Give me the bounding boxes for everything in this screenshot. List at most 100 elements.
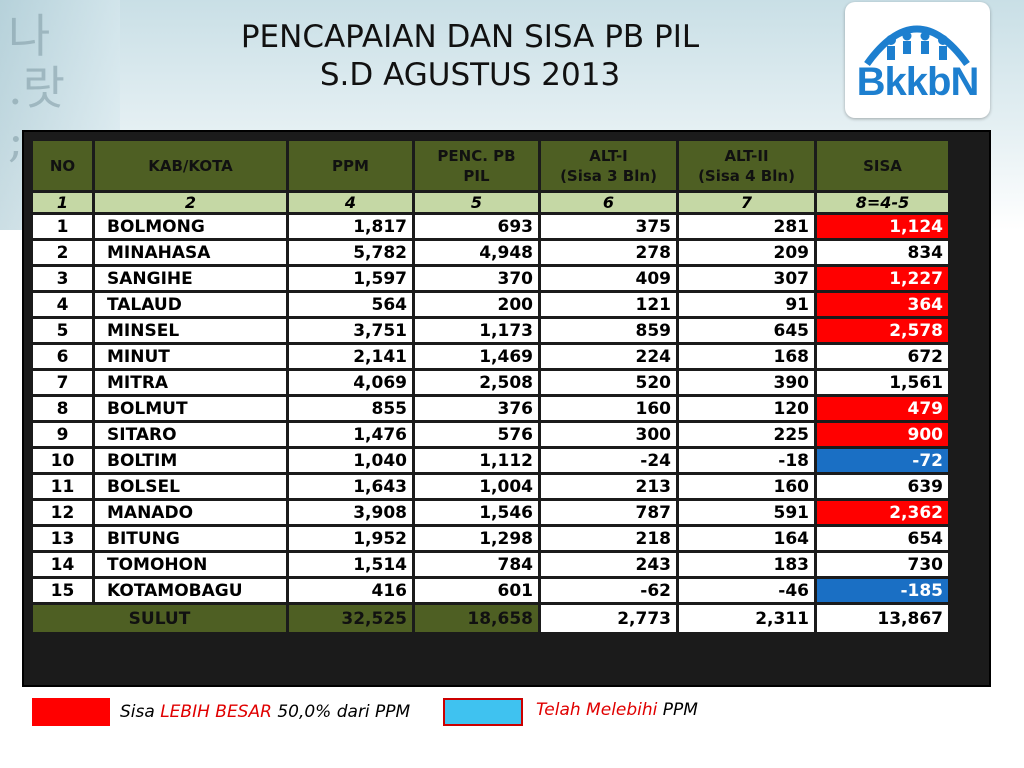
row-alt-2: 91 [676, 290, 817, 319]
row-ppm: 1,040 [286, 446, 415, 475]
row-number: 3 [30, 264, 95, 293]
row-ppm: 2,141 [286, 342, 415, 371]
table-row: 7 MITRA 4,069 2,508 520 390 1,561 [30, 368, 951, 397]
legend-red-post: 50,0% dari PPM [271, 702, 411, 722]
legend-blue-swatch [443, 698, 523, 726]
row-sisa: 2,362 [814, 498, 951, 527]
row-number: 8 [30, 394, 95, 423]
header-alt2-line1: ALT-II [724, 146, 769, 165]
row-kab-kota: TOMOHON [92, 550, 289, 579]
table-row: 5 MINSEL 3,751 1,173 859 645 2,578 [30, 316, 951, 345]
row-number: 6 [30, 342, 95, 371]
row-alt-1: 213 [538, 472, 679, 501]
row-kab-kota: BOLSEL [92, 472, 289, 501]
row-alt-1: 409 [538, 264, 679, 293]
index-cell: 7 [676, 190, 817, 215]
row-ppm: 1,514 [286, 550, 415, 579]
total-sisa: 13,867 [814, 602, 951, 635]
row-kab-kota: TALAUD [92, 290, 289, 319]
row-penc-pb-pil: 4,948 [412, 238, 541, 267]
logo-text: BkkbN [856, 60, 980, 104]
row-alt-1: -62 [538, 576, 679, 605]
table-row: 12 MANADO 3,908 1,546 787 591 2,362 [30, 498, 951, 527]
row-kab-kota: MINUT [92, 342, 289, 371]
table-row: 1 BOLMONG 1,817 693 375 281 1,124 [30, 212, 951, 241]
background-glyph: 나 .랏; [8, 9, 65, 167]
column-index-row: 1 2 4 5 6 7 8=4-5 [30, 190, 951, 215]
legend-red-text: Sisa LEBIH BESAR 50,0% dari PPM [120, 702, 410, 722]
row-alt-2: 164 [676, 524, 817, 553]
row-ppm: 3,908 [286, 498, 415, 527]
index-cell: 6 [538, 190, 679, 215]
data-table: NO KAB/KOTA PPM PENC. PB PIL ALT-I (Sisa… [30, 138, 951, 635]
row-kab-kota: BITUNG [92, 524, 289, 553]
row-ppm: 855 [286, 394, 415, 423]
table-row: 14 TOMOHON 1,514 784 243 183 730 [30, 550, 951, 579]
table-row: 15 KOTAMOBAGU 416 601 -62 -46 -185 [30, 576, 951, 605]
row-penc-pb-pil: 1,112 [412, 446, 541, 475]
row-alt-1: 375 [538, 212, 679, 241]
row-sisa: 900 [814, 420, 951, 449]
row-penc-pb-pil: 200 [412, 290, 541, 319]
row-number: 14 [30, 550, 95, 579]
row-kab-kota: MINSEL [92, 316, 289, 345]
title-line-1: PENCAPAIAN DAN SISA PB PIL [240, 19, 700, 55]
row-penc-pb-pil: 376 [412, 394, 541, 423]
page-title: PENCAPAIAN DAN SISA PB PIL S.D AGUSTUS 2… [150, 18, 790, 94]
row-kab-kota: BOLTIM [92, 446, 289, 475]
row-sisa: 730 [814, 550, 951, 579]
row-sisa: 1,561 [814, 368, 951, 397]
legend-blue-post: PPM [657, 700, 698, 720]
row-number: 10 [30, 446, 95, 475]
legend-red-swatch [32, 698, 110, 726]
row-ppm: 1,952 [286, 524, 415, 553]
row-kab-kota: MITRA [92, 368, 289, 397]
table-row: 9 SITARO 1,476 576 300 225 900 [30, 420, 951, 449]
row-kab-kota: SITARO [92, 420, 289, 449]
legend-red-pre: Sisa [120, 702, 161, 722]
legend: Sisa LEBIH BESAR 50,0% dari PPM Telah Me… [0, 698, 1024, 728]
family-figures-icon [864, 25, 970, 67]
legend-blue-emphasis: Telah Melebihi [536, 700, 658, 720]
row-alt-1: 243 [538, 550, 679, 579]
row-ppm: 3,751 [286, 316, 415, 345]
row-alt-1: 859 [538, 316, 679, 345]
header-kab-kota: KAB/KOTA [92, 138, 289, 193]
table-row: 10 BOLTIM 1,040 1,112 -24 -18 -72 [30, 446, 951, 475]
row-ppm: 1,597 [286, 264, 415, 293]
row-kab-kota: MANADO [92, 498, 289, 527]
row-kab-kota: BOLMONG [92, 212, 289, 241]
row-penc-pb-pil: 1,546 [412, 498, 541, 527]
header-no: NO [30, 138, 95, 193]
row-alt-2: 591 [676, 498, 817, 527]
row-alt-2: 168 [676, 342, 817, 371]
header-penc-pb-pil: PENC. PB PIL [412, 138, 541, 193]
row-ppm: 1,817 [286, 212, 415, 241]
data-table-frame: NO KAB/KOTA PPM PENC. PB PIL ALT-I (Sisa… [22, 130, 991, 687]
row-sisa: 834 [814, 238, 951, 267]
header-ppm: PPM [286, 138, 415, 193]
header-alt1-line1: ALT-I [589, 146, 628, 165]
total-alt2: 2,311 [676, 602, 817, 635]
row-alt-2: 645 [676, 316, 817, 345]
index-cell: 4 [286, 190, 415, 215]
row-penc-pb-pil: 1,298 [412, 524, 541, 553]
row-kab-kota: MINAHASA [92, 238, 289, 267]
row-penc-pb-pil: 576 [412, 420, 541, 449]
row-alt-2: 390 [676, 368, 817, 397]
index-cell: 5 [412, 190, 541, 215]
row-kab-kota: SANGIHE [92, 264, 289, 293]
row-alt-2: 307 [676, 264, 817, 293]
index-cell: 2 [92, 190, 289, 215]
row-number: 7 [30, 368, 95, 397]
table-header-row: NO KAB/KOTA PPM PENC. PB PIL ALT-I (Sisa… [30, 138, 951, 193]
row-penc-pb-pil: 601 [412, 576, 541, 605]
row-ppm: 1,643 [286, 472, 415, 501]
row-sisa: -185 [814, 576, 951, 605]
row-sisa: 364 [814, 290, 951, 319]
row-penc-pb-pil: 1,469 [412, 342, 541, 371]
row-alt-2: 160 [676, 472, 817, 501]
table-row: 8 BOLMUT 855 376 160 120 479 [30, 394, 951, 423]
row-penc-pb-pil: 1,173 [412, 316, 541, 345]
total-alt1: 2,773 [538, 602, 679, 635]
